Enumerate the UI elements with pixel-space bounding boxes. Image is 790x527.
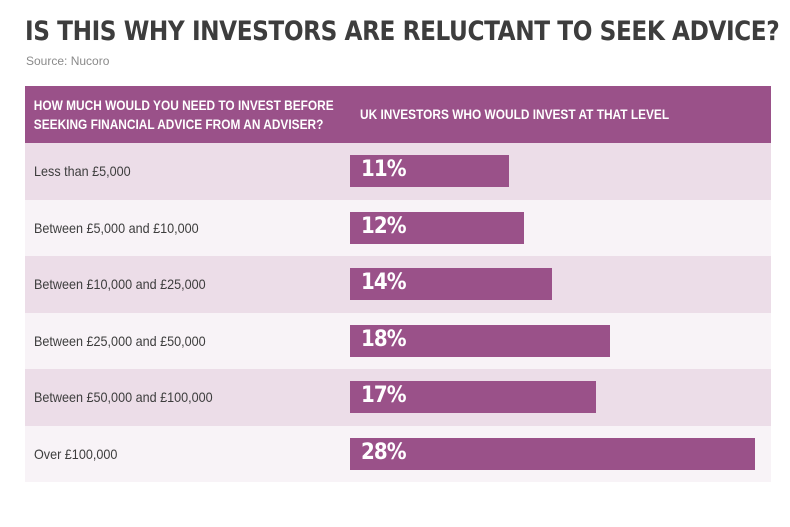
row-label: Less than £5,000 bbox=[34, 163, 131, 180]
row-label: Between £50,000 and £100,000 bbox=[34, 389, 213, 406]
bar-value: 12% bbox=[361, 213, 407, 239]
table-row: Between £25,000 and £50,000 18% bbox=[25, 312, 771, 369]
header-line-1: HOW MUCH WOULD YOU NEED TO INVEST BEFORE bbox=[33, 97, 334, 113]
bar: 28% bbox=[350, 437, 755, 470]
bar: 17% bbox=[350, 381, 596, 413]
header-line-2: SEEKING FINANCIAL ADVICE FROM AN ADVISER… bbox=[33, 116, 324, 132]
bar: 12% bbox=[350, 211, 524, 244]
bar-value: 11% bbox=[361, 157, 407, 182]
bar: 14% bbox=[350, 268, 553, 300]
header-amount-question: HOW MUCH WOULD YOU NEED TO INVEST BEFORE… bbox=[25, 96, 334, 134]
row-label: Between £10,000 and £25,000 bbox=[34, 276, 206, 293]
table-row: Between £10,000 and £25,000 14% bbox=[25, 256, 771, 313]
row-label: Between £5,000 and £10,000 bbox=[34, 219, 199, 236]
table-row: Between £5,000 and £10,000 12% bbox=[25, 199, 771, 256]
chart-source: Source: Nucoro bbox=[26, 54, 110, 68]
bar-value: 14% bbox=[361, 270, 407, 295]
chart-title: IS THIS WHY INVESTORS ARE RELUCTANT TO S… bbox=[25, 16, 780, 47]
header-investors-share: UK INVESTORS WHO WOULD INVEST AT THAT LE… bbox=[360, 107, 670, 122]
bar: 11% bbox=[350, 155, 510, 187]
bar: 18% bbox=[350, 324, 611, 357]
data-table: HOW MUCH WOULD YOU NEED TO INVEST BEFORE… bbox=[25, 86, 771, 482]
table-body: Less than £5,000 11% Between £5,000 and … bbox=[25, 143, 771, 482]
bar-value: 17% bbox=[361, 383, 407, 408]
table-row: Less than £5,000 11% bbox=[25, 143, 771, 200]
table-header: HOW MUCH WOULD YOU NEED TO INVEST BEFORE… bbox=[25, 86, 771, 143]
row-label: Over £100,000 bbox=[34, 445, 118, 462]
table-row: Between £50,000 and £100,000 17% bbox=[25, 369, 771, 426]
bar-value: 28% bbox=[361, 439, 407, 465]
table-row: Over £100,000 28% bbox=[25, 425, 771, 482]
row-label: Between £25,000 and £50,000 bbox=[34, 332, 206, 349]
bar-value: 18% bbox=[361, 326, 407, 352]
